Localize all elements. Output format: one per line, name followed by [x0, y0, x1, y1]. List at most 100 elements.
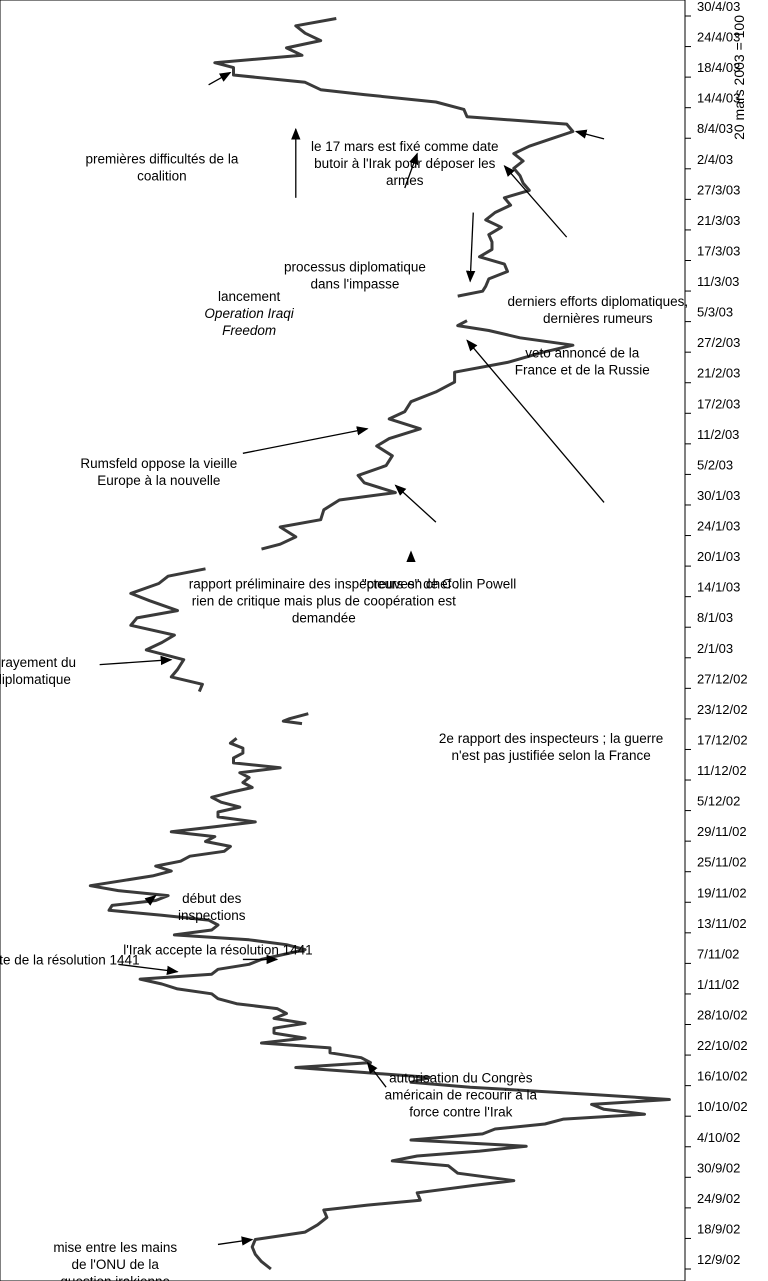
annotations: mise entre les mains de l'ONU de la questi…	[0, 139, 688, 1281]
annotation-line: Europe à la nouvelle	[97, 473, 220, 488]
annotation-arrow	[574, 129, 605, 140]
annotation-line: premières difficultés de la	[85, 151, 238, 166]
annotation-line: derniers efforts diplomatiques,	[508, 294, 689, 309]
annotation-line: armes	[386, 173, 424, 188]
annotation-arrow	[466, 339, 605, 503]
x-tick-label: 8/4/03	[697, 121, 733, 136]
x-tick-label: 14/4/03	[697, 91, 740, 106]
x-tick-label: 27/3/03	[697, 182, 740, 197]
annotation-line: n'est pas justifiée selon la France	[452, 748, 651, 763]
x-tick-label: 17/2/03	[697, 396, 740, 411]
annotation-label: premières difficultés de la coalition	[85, 151, 238, 183]
annotation-line: coalition	[137, 168, 187, 183]
annotation-line: lancement	[218, 289, 281, 304]
annotation-line: début de l'enrayement du	[0, 655, 76, 670]
annotation-line: butoir à l'Irak pour déposer les	[314, 156, 495, 171]
annotation-label: le 17 mars est fixé comme date butoir à l…	[311, 139, 499, 188]
x-tick-label: 11/3/03	[697, 274, 739, 289]
annotation-line: l'Irak accepte la résolution 1441	[123, 943, 312, 958]
annotation-label: rapport préliminaire des inspecteurs en …	[189, 576, 459, 625]
x-tick-label: 23/12/02	[697, 702, 748, 717]
chart-title: 20 mars 2003 = 100	[731, 15, 747, 140]
annotation-line: inspections	[178, 908, 246, 923]
x-tick-label: 7/11/02	[697, 946, 739, 961]
x-tick-label: 24/4/03	[697, 30, 740, 45]
annotation-line: question irakienne	[60, 1274, 170, 1281]
rotated-plot: 889092949698100102104106108110 12/9/0218…	[0, 0, 748, 1281]
x-tick-label: 2/1/03	[697, 641, 733, 656]
annotation-label: veto annoncé de la France et de la Russie	[515, 346, 650, 378]
annotation-line: veto annoncé de la	[525, 346, 640, 361]
x-tick-label: 24/9/02	[697, 1191, 740, 1206]
annotation-line: début des	[182, 891, 242, 906]
annotation-line: demandée	[292, 610, 356, 625]
x-tick-label: 14/1/03	[697, 580, 740, 595]
series-path	[261, 319, 575, 551]
x-tick-label: 11/12/02	[697, 763, 747, 778]
x-tick-label: 12/9/02	[697, 1252, 740, 1267]
series-path	[281, 712, 309, 726]
x-tick-label: 30/4/03	[697, 0, 740, 14]
x-tick-label: 19/11/02	[697, 885, 747, 900]
annotation-line: vote de la résolution 1441	[0, 952, 140, 967]
annotation-label: "preuves" de Colin Powell	[362, 576, 516, 591]
series-path	[129, 567, 206, 693]
annotation-label: début des inspections	[178, 891, 246, 923]
series-path	[213, 17, 575, 298]
annotation-line: dernières rumeurs	[543, 311, 653, 326]
x-tick-label: 30/9/02	[697, 1160, 740, 1175]
x-tick-label: 18/4/03	[697, 60, 740, 75]
annotation-label: processus diplomatique dans l'impasse	[284, 260, 426, 292]
annotation-arrow	[118, 963, 179, 976]
x-tick-label: 22/10/02	[697, 1038, 748, 1053]
annotation-line: processus diplomatique	[0, 672, 71, 687]
x-tick-label: 25/11/02	[697, 855, 747, 870]
x-tick-label: 5/12/02	[697, 794, 740, 809]
annotation-label: autorisation du Congrès américain de reco…	[385, 1070, 538, 1119]
x-tick-label: 27/12/02	[697, 671, 748, 686]
annotation-line: dans l'impasse	[311, 277, 400, 292]
x-tick-label: 21/3/03	[697, 213, 740, 228]
x-tick-label: 2/4/03	[697, 152, 733, 167]
annotation-label: Rumsfeld oppose la vieille Europe à la no…	[80, 456, 237, 488]
annotation-line: processus diplomatique	[284, 260, 426, 275]
x-tick-label: 1/11/02	[697, 977, 739, 992]
annotation-label: derniers efforts diplomatiques, dernières…	[508, 294, 689, 326]
x-tick-label: 10/10/02	[697, 1099, 748, 1114]
x-tick-label: 8/1/03	[697, 610, 733, 625]
annotation-line: de l'ONU de la	[72, 1257, 160, 1272]
annotation-arrow	[366, 1061, 387, 1088]
x-tick-label: 29/11/02	[697, 824, 747, 839]
annotation-line: mise entre les mains	[53, 1240, 177, 1255]
x-tick-label: 18/9/02	[697, 1221, 740, 1236]
x-axis: 12/9/02 18/9/02 24/9/02 30/9/02 4/10/02 10/10…	[685, 0, 748, 1270]
x-tick-label: 28/10/02	[697, 1008, 748, 1023]
annotation-arrow	[404, 152, 419, 189]
annotation-line: Rumsfeld oppose la vieille	[80, 456, 237, 471]
annotation-label: début de l'enrayement du processus diplom…	[0, 655, 76, 687]
annotation-line: Freedom	[222, 323, 276, 338]
series-line	[88, 17, 671, 1271]
annotation-label: mise entre les mains de l'ONU de la questi…	[53, 1240, 177, 1281]
x-tick-label: 11/2/03	[697, 427, 739, 442]
annotation-line: France et de la Russie	[515, 363, 650, 378]
annotation-line: 2e rapport des inspecteurs ; la guerre	[439, 731, 663, 746]
annotation-arrow	[208, 71, 232, 86]
series-path	[88, 737, 671, 1271]
annotation-label: l'Irak accepte la résolution 1441	[123, 943, 312, 958]
x-tick-label: 5/2/03	[697, 457, 733, 472]
annotation-arrow	[242, 426, 369, 454]
x-tick-label: 16/10/02	[697, 1069, 748, 1084]
x-tick-label: 17/12/02	[697, 732, 748, 747]
annotation-arrow	[217, 1236, 254, 1246]
annotation-line: force contre l'Irak	[409, 1104, 512, 1119]
annotation-line: Operation Iraqi	[204, 306, 294, 321]
annotation-label: vote de la résolution 1441	[0, 952, 140, 967]
annotation-line: rapport préliminaire des inspecteurs en …	[189, 576, 459, 591]
annotation-arrow	[465, 212, 476, 283]
annotation-arrow	[394, 484, 437, 523]
annotation-label: lancement Operation Iraqi Freedom	[204, 289, 294, 338]
annotation-arrow	[99, 655, 173, 666]
